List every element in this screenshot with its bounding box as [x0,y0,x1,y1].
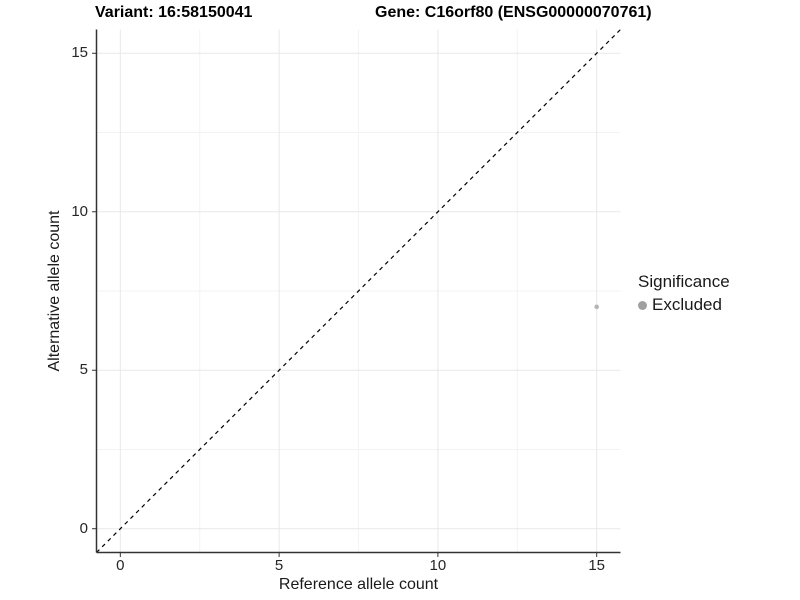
y-axis-title: Alternative allele count [46,210,63,372]
legend-key-dot-icon [638,300,647,310]
legend: Significance Excluded [638,272,730,315]
y-tick-label: 15 [71,44,88,62]
legend-entry: Excluded [638,295,730,315]
variant-title: Variant: 16:58150041 [95,4,253,21]
y-tick-label: 10 [71,202,88,220]
x-tick-label: 10 [429,557,447,574]
x-tick-label: 5 [274,557,284,574]
x-tick-label: 15 [588,557,606,574]
y-tick-label: 0 [79,519,88,537]
gene-title: Gene: C16orf80 (ENSG00000070761) [375,4,652,21]
legend-title: Significance [638,272,730,291]
y-tick-label: 5 [79,361,88,379]
legend-entries: Excluded [638,295,730,315]
x-axis-title: Reference allele count [278,576,439,593]
data-point [594,304,599,310]
identity-dashed-line [96,29,621,553]
legend-entry-label: Excluded [652,295,722,314]
x-tick-label: 0 [116,557,125,574]
